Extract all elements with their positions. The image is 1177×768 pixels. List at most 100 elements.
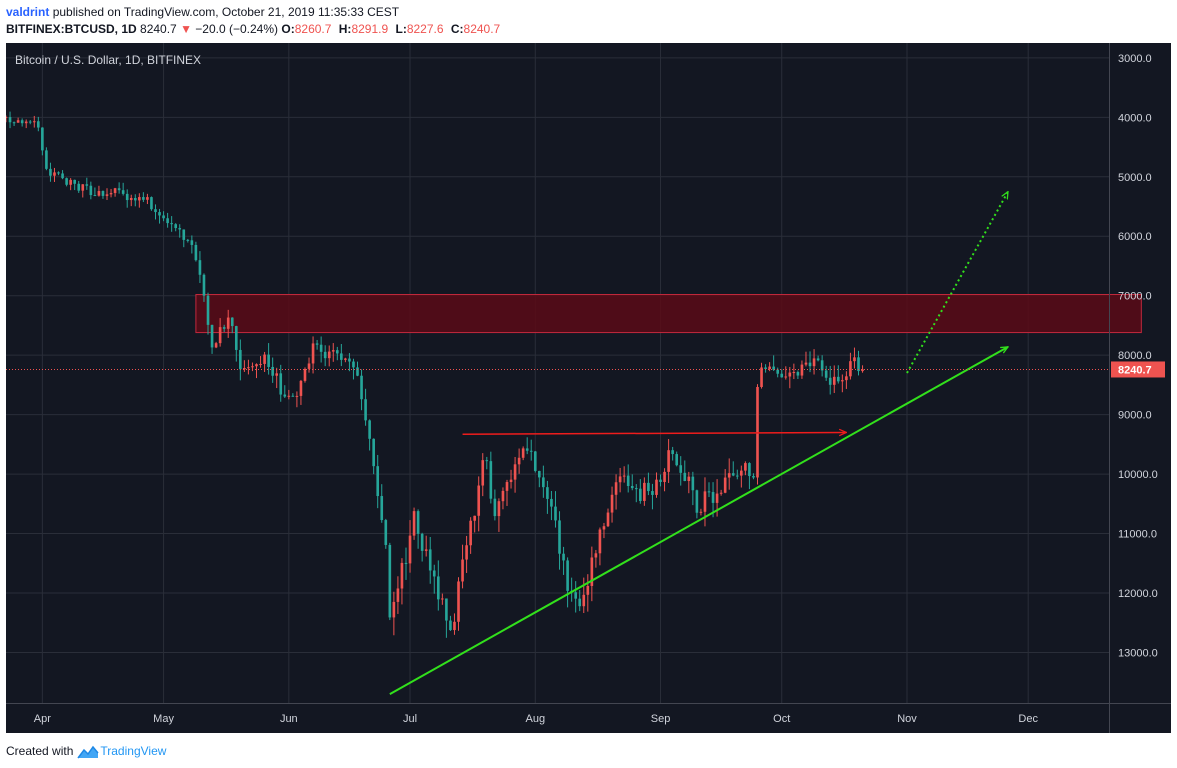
resistance-zone-rect	[195, 294, 1142, 334]
candle-body	[287, 395, 291, 397]
price-chart[interactable]: 3000.0 4000.0 5000.0 6000.0 7000.0 8000.0 9000…	[4, 43, 1171, 733]
candle-body	[348, 358, 351, 362]
candle-body	[707, 491, 711, 493]
candle-body	[485, 460, 489, 462]
candle-body	[28, 121, 32, 123]
candle-body	[505, 482, 509, 491]
candle-body	[267, 354, 270, 367]
candle-body	[509, 479, 513, 483]
candle-body	[319, 344, 323, 352]
candle-body	[202, 274, 206, 296]
candle-body	[582, 594, 586, 607]
candle-body	[562, 553, 565, 561]
price-tick-label: 12000.0	[1118, 588, 1158, 600]
candle-body	[323, 351, 327, 359]
author-link[interactable]: valdrint	[6, 5, 50, 19]
time-tick-label: May	[153, 713, 174, 725]
candle-body	[194, 244, 198, 261]
drawings	[389, 192, 1008, 695]
chart-container[interactable]: 3000.0 4000.0 5000.0 6000.0 7000.0 8000.0 9000…	[4, 43, 1171, 733]
candle-body	[711, 492, 715, 503]
candle-body	[162, 215, 165, 219]
candle-body	[214, 343, 218, 348]
price-tick-label: 4000.0	[1118, 112, 1152, 124]
candle-body	[376, 466, 380, 497]
candle-body	[327, 351, 331, 359]
ohlc-close-label: C:	[450, 22, 464, 36]
candle-body	[695, 490, 699, 513]
candle-body	[760, 367, 763, 387]
candle-body	[845, 376, 848, 381]
candle-body	[538, 470, 541, 478]
candle-body	[776, 369, 780, 374]
candle-body	[703, 491, 707, 512]
candle-body	[259, 363, 262, 365]
candle-body	[614, 482, 618, 495]
candle-body	[824, 370, 828, 378]
candle-body	[622, 475, 626, 477]
price-change: −20.0 (−0.24%)	[195, 22, 279, 36]
candle-body	[392, 601, 396, 618]
candle-body	[170, 223, 173, 225]
publish-line: valdrint published on TradingView.com, O…	[6, 4, 1171, 21]
candle-body	[158, 212, 161, 216]
candle-body	[275, 373, 279, 376]
candle-body	[182, 229, 186, 240]
candle-body	[247, 367, 250, 369]
time-axis[interactable]: Apr May Jun Jul Aug Sep Oct Nov Dec	[34, 713, 1039, 725]
candle-body	[101, 191, 105, 196]
candle-body	[812, 358, 816, 367]
candle-body	[384, 520, 388, 545]
time-tick-label: Jun	[280, 713, 298, 725]
candle-body	[828, 377, 832, 385]
candle-body	[186, 239, 190, 241]
candle-body	[420, 533, 424, 551]
time-tick-label: Oct	[773, 713, 790, 725]
candle-body	[461, 559, 464, 582]
candle-body	[590, 557, 594, 586]
candle-body	[542, 477, 545, 488]
price-tick-label: 8000.0	[1118, 350, 1152, 362]
price-axis[interactable]: 3000.0 4000.0 5000.0 6000.0 7000.0 8000.0 9000…	[1118, 53, 1158, 660]
candle-body	[449, 620, 452, 631]
candle-body	[154, 209, 157, 213]
candle-body	[364, 399, 367, 421]
ohlc-close-value: 8240.7	[463, 22, 501, 36]
candle-body	[400, 562, 404, 589]
candle-body	[178, 228, 182, 230]
candle-body	[230, 317, 234, 327]
candle-body	[133, 197, 137, 201]
candle-body	[24, 121, 28, 124]
resistance-zone	[195, 294, 1142, 334]
candle-body	[792, 372, 796, 374]
candle-body	[441, 598, 444, 600]
candle-body	[49, 168, 52, 176]
candle-body	[723, 477, 727, 493]
candle-body	[81, 184, 85, 191]
created-with-text: Created with	[6, 744, 74, 758]
candle-body	[408, 535, 412, 564]
candle-body	[85, 184, 89, 186]
price-tick-label: 6000.0	[1118, 231, 1152, 243]
time-tick-label: Sep	[651, 713, 671, 725]
candle-body	[206, 295, 210, 325]
candle-body	[808, 362, 812, 367]
candle-body	[857, 357, 860, 372]
candle-body	[77, 183, 81, 191]
tradingview-logo-icon	[77, 745, 99, 759]
candle-body	[643, 482, 646, 501]
candle-body	[651, 491, 654, 495]
candle-body	[784, 376, 788, 378]
candle-body	[675, 454, 679, 466]
candle-body	[740, 470, 743, 476]
price-tick-label: 9000.0	[1118, 410, 1152, 422]
candle-body	[146, 197, 149, 200]
candle-body	[566, 560, 569, 591]
candle-body	[416, 511, 420, 534]
tradingview-brand-link[interactable]: TradingView	[100, 744, 167, 758]
candles	[4, 111, 864, 638]
candle-body	[497, 501, 501, 517]
candle-body	[639, 488, 642, 501]
candle-body	[659, 479, 662, 482]
candle-body	[4, 117, 8, 119]
